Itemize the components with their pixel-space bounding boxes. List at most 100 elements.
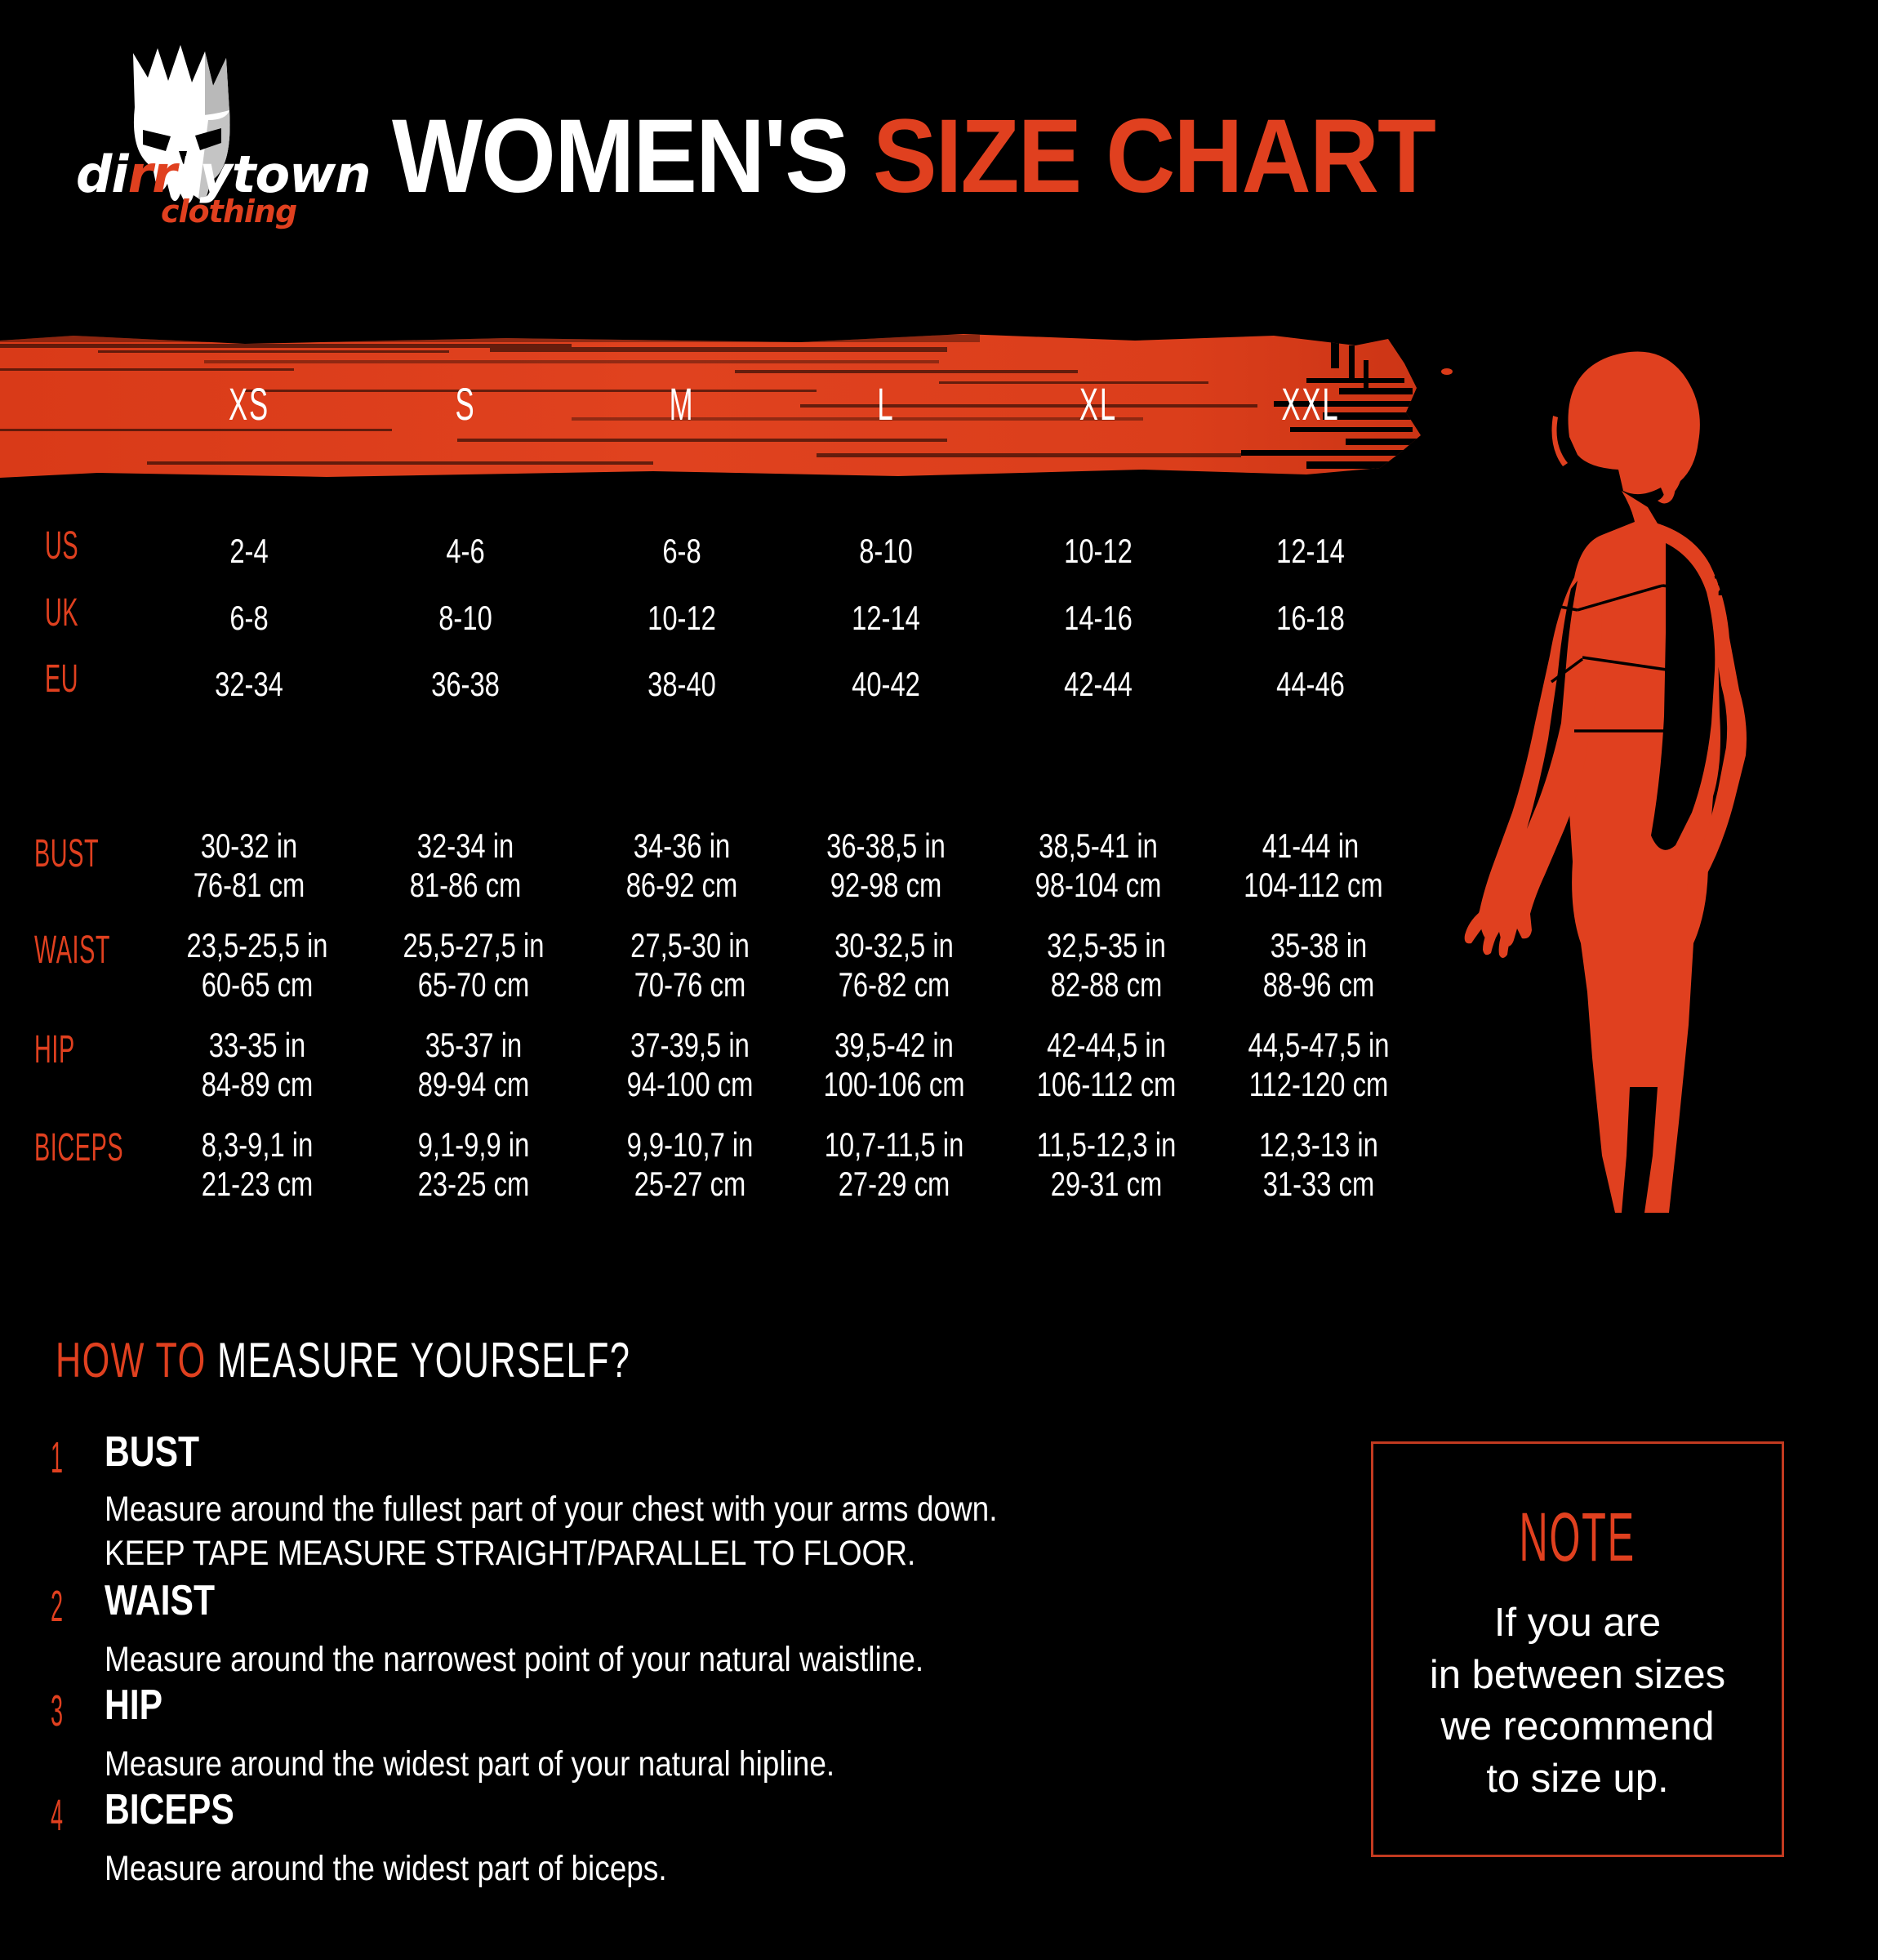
cell-eu-xl: 42-44 — [1064, 665, 1133, 703]
cell-uk-xs: 6-8 — [229, 599, 269, 637]
cell-hip-s-cm: 89-94 cm — [417, 1065, 530, 1103]
cell-uk-s: 8-10 — [438, 599, 492, 637]
note-line-2: in between sizes — [1429, 1652, 1726, 1697]
figure-marker-4: 4 — [1718, 568, 1738, 608]
cell-us-m: 6-8 — [662, 532, 701, 570]
size-label-xs: XS — [228, 378, 270, 430]
instruction-head-waist: WAIST — [105, 1577, 216, 1624]
instruction-desc-waist-line1: Measure around the narrowest point of yo… — [105, 1640, 924, 1679]
cell-waist-m-cm: 70-76 cm — [634, 965, 746, 1004]
instruction-number-1: 1 — [51, 1433, 64, 1482]
howto-heading: HOW TO MEASURE YOURSELF? — [56, 1336, 630, 1385]
brand-name-part1: di — [76, 145, 129, 204]
brand-name-accent: rr — [127, 145, 177, 204]
cell-bust-xxl-in: 41-44 in — [1262, 826, 1360, 865]
cell-biceps-xl-cm: 29-31 cm — [1050, 1165, 1163, 1203]
cell-us-s: 4-6 — [446, 532, 485, 570]
cell-hip-s-in: 35-37 in — [425, 1026, 523, 1064]
cell-bust-l-cm: 92-98 cm — [830, 866, 942, 904]
cell-eu-xxl: 44-46 — [1276, 665, 1345, 703]
instruction-desc-bust-line1: Measure around the fullest part of your … — [105, 1490, 998, 1529]
cell-biceps-l-cm: 27-29 cm — [838, 1165, 950, 1203]
cell-hip-xxl-cm: 112-120 cm — [1248, 1065, 1389, 1103]
cell-waist-l-in: 30-32,5 in — [834, 926, 954, 964]
cell-biceps-l-in: 10,7-11,5 in — [824, 1125, 964, 1164]
instruction-number-2: 2 — [51, 1582, 64, 1631]
howto-prefix: HOW TO — [56, 1333, 207, 1388]
cell-biceps-m-cm: 25-27 cm — [634, 1165, 746, 1203]
cell-bust-s-in: 32-34 in — [416, 826, 514, 865]
cell-biceps-xs-in: 8,3-9,1 in — [201, 1125, 314, 1164]
cell-bust-m-in: 34-36 in — [633, 826, 731, 865]
figure-marker-1: 1 — [1535, 562, 1555, 602]
cell-eu-m: 38-40 — [648, 665, 716, 703]
page-title: WOMEN'S SIZE CHART — [392, 105, 1436, 209]
note-box: NOTE If you are in between sizes we reco… — [1371, 1441, 1784, 1857]
size-label-xxl: XXL — [1281, 378, 1340, 430]
cell-waist-m-in: 27,5-30 in — [630, 926, 750, 964]
cell-us-xs: 2-4 — [229, 532, 269, 570]
cell-bust-xl-cm: 98-104 cm — [1035, 866, 1162, 904]
brand-logo: dirrtytown clothing — [76, 45, 371, 229]
cell-bust-l-in: 36-38,5 in — [826, 826, 946, 865]
cell-us-xxl: 12-14 — [1276, 532, 1345, 570]
howto-rest: MEASURE YOURSELF? — [217, 1333, 631, 1388]
instruction-number-4: 4 — [51, 1791, 64, 1840]
cell-biceps-s-in: 9,1-9,9 in — [417, 1125, 530, 1164]
cell-waist-xxl-in: 35-38 in — [1270, 926, 1368, 964]
cell-bust-xs-cm: 76-81 cm — [193, 866, 305, 904]
instruction-head-bust: BUST — [105, 1428, 200, 1476]
cell-waist-s-cm: 65-70 cm — [417, 965, 530, 1004]
size-label-s: S — [455, 378, 476, 430]
cell-uk-xl: 14-16 — [1064, 599, 1133, 637]
cell-waist-l-cm: 76-82 cm — [838, 965, 950, 1004]
instruction-number-3: 3 — [51, 1686, 64, 1735]
size-label-m: M — [669, 378, 695, 430]
cell-bust-xxl-cm: 104-112 cm — [1244, 866, 1383, 904]
size-header-labels: XS S M L XL XXL — [0, 331, 1470, 482]
note-line-4: to size up. — [1486, 1757, 1669, 1802]
row-label-eu: EU — [45, 657, 79, 701]
brand-subtitle: clothing — [161, 194, 297, 229]
cell-us-l: 8-10 — [859, 532, 913, 570]
brand-name-part2: tytown — [176, 145, 372, 204]
cell-bust-xs-in: 30-32 in — [200, 826, 298, 865]
cell-biceps-xs-cm: 21-23 cm — [201, 1165, 314, 1203]
cell-hip-xl-cm: 106-112 cm — [1036, 1065, 1177, 1103]
cell-waist-xl-cm: 82-88 cm — [1050, 965, 1163, 1004]
cell-eu-xs: 32-34 — [215, 665, 283, 703]
female-body-silhouette-icon: 1 2 3 4 — [1429, 351, 1758, 1213]
cell-us-xl: 10-12 — [1064, 532, 1133, 570]
cell-uk-l: 12-14 — [852, 599, 920, 637]
row-label-us: US — [45, 524, 79, 568]
size-label-l: L — [877, 378, 895, 430]
cell-uk-xxl: 16-18 — [1276, 599, 1345, 637]
cell-hip-xs-in: 33-35 in — [208, 1026, 306, 1064]
note-line-1: If you are — [1493, 1601, 1662, 1645]
page-title-sizechart: SIZE CHART — [872, 98, 1436, 215]
row-label-hip: HIP — [34, 1028, 75, 1071]
row-label-bust: BUST — [34, 832, 100, 875]
cell-bust-m-cm: 86-92 cm — [625, 866, 738, 904]
cell-hip-m-in: 37-39,5 in — [630, 1026, 750, 1064]
row-label-biceps: BICEPS — [34, 1126, 124, 1169]
cell-bust-s-cm: 81-86 cm — [409, 866, 522, 904]
cell-hip-l-cm: 100-106 cm — [823, 1065, 965, 1103]
note-body: If you are in between sizes we recommend… — [1373, 1597, 1782, 1806]
cell-biceps-s-cm: 23-25 cm — [417, 1165, 530, 1203]
instruction-head-biceps: BICEPS — [105, 1786, 234, 1833]
cell-eu-s: 36-38 — [431, 665, 500, 703]
cell-eu-l: 40-42 — [852, 665, 920, 703]
cell-waist-xl-in: 32,5-35 in — [1047, 926, 1166, 964]
instruction-head-hip: HIP — [105, 1682, 163, 1729]
cell-hip-l-in: 39,5-42 in — [834, 1026, 954, 1064]
figure-marker-2: 2 — [1525, 650, 1545, 690]
figure-marker-3: 3 — [1466, 714, 1486, 754]
cell-hip-xxl-in: 44,5-47,5 in — [1248, 1026, 1390, 1064]
cell-biceps-xxl-in: 12,3-13 in — [1259, 1125, 1378, 1164]
note-title: NOTE — [1519, 1499, 1636, 1575]
row-label-waist: WAIST — [34, 929, 111, 972]
cell-hip-xs-cm: 84-89 cm — [201, 1065, 314, 1103]
cell-waist-xs-in: 23,5-25,5 in — [186, 926, 328, 964]
row-label-uk: UK — [45, 591, 79, 635]
